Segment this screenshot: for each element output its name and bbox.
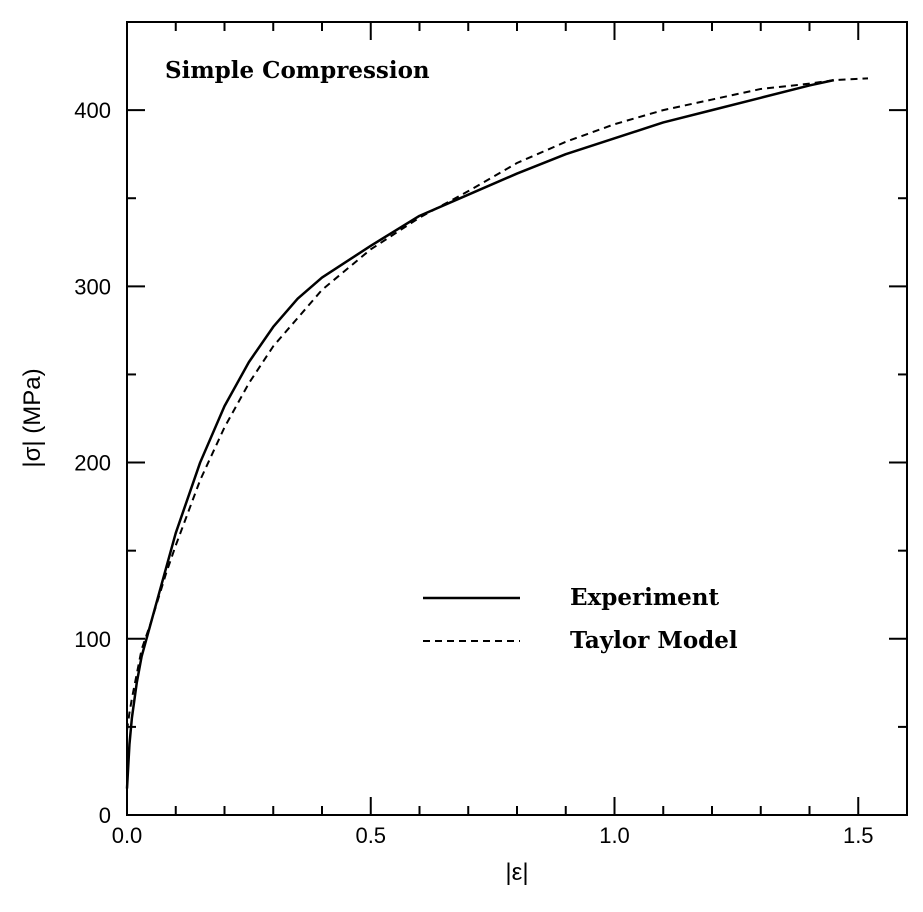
y-tick-label: 0 (99, 803, 111, 828)
y-tick-label: 400 (74, 98, 111, 123)
x-tick-label: 1.0 (599, 823, 630, 848)
legend-label-experiment: Experiment (570, 584, 720, 611)
x-tick-label: 0.0 (112, 823, 143, 848)
series-layer (125, 77, 869, 789)
series-line-taylor-model (126, 77, 869, 731)
chart-title: Simple Compression (165, 57, 430, 84)
y-tick-label: 100 (74, 627, 111, 652)
plot-frame (126, 21, 908, 816)
series-line-experiment (125, 78, 835, 789)
x-tick-label: 0.5 (355, 823, 386, 848)
legend: Experiment Taylor Model (423, 584, 738, 654)
x-axis-title: |ε| (505, 859, 528, 886)
x-tick-label: 1.5 (843, 823, 874, 848)
legend-label-taylor-model: Taylor Model (570, 627, 738, 654)
axis-tick-labels: 0.0 0.5 1.0 1.5 0 100 200 300 400 (74, 98, 873, 848)
y-axis-title: |σ| (MPa) (19, 368, 46, 467)
y-tick-label: 200 (74, 451, 111, 476)
axis-ticks (126, 21, 908, 816)
y-tick-label: 300 (74, 274, 111, 299)
